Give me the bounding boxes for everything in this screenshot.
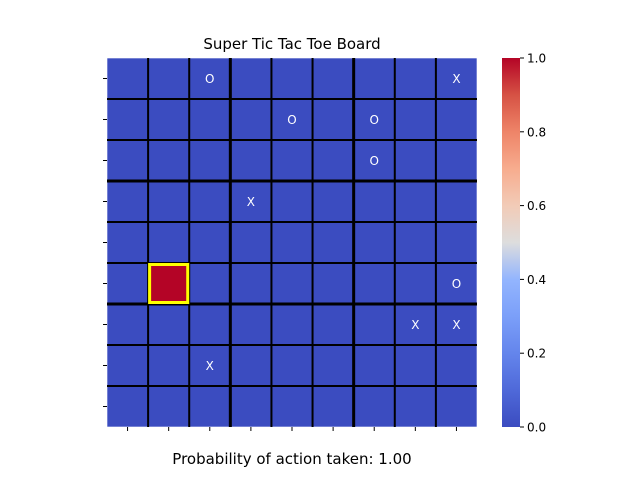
board-cell[interactable] bbox=[353, 180, 396, 223]
board-cell[interactable] bbox=[435, 180, 478, 223]
board-cell[interactable] bbox=[230, 139, 272, 182]
board-cell[interactable] bbox=[312, 303, 354, 346]
board-cell[interactable] bbox=[435, 98, 478, 141]
board-cell[interactable] bbox=[230, 221, 272, 264]
board-cell[interactable] bbox=[147, 180, 190, 223]
board-cell[interactable] bbox=[230, 98, 272, 141]
board-cell[interactable] bbox=[435, 57, 478, 100]
board-cell[interactable] bbox=[353, 221, 396, 264]
board-cell[interactable] bbox=[147, 344, 190, 387]
o-mark: O bbox=[287, 113, 296, 127]
board-cell[interactable] bbox=[230, 344, 272, 387]
board-cell[interactable] bbox=[271, 262, 313, 305]
board-cell[interactable] bbox=[147, 57, 190, 100]
board-cell[interactable] bbox=[394, 180, 437, 223]
board-cell[interactable] bbox=[394, 385, 437, 428]
board-cell[interactable] bbox=[188, 57, 231, 100]
board-cell[interactable] bbox=[106, 303, 149, 346]
board-cell[interactable] bbox=[188, 262, 231, 305]
colorbar-tick-label: 1.0 bbox=[527, 52, 546, 66]
board-cell[interactable] bbox=[230, 57, 272, 100]
board-cell[interactable] bbox=[312, 221, 354, 264]
board-cell[interactable] bbox=[106, 221, 149, 264]
o-mark: O bbox=[369, 113, 378, 127]
board-cell[interactable] bbox=[271, 57, 313, 100]
colorbar-tick-label: 0.0 bbox=[527, 421, 546, 435]
board-cell[interactable] bbox=[312, 57, 354, 100]
o-mark: O bbox=[369, 154, 378, 168]
board-cell[interactable] bbox=[147, 98, 190, 141]
x-mark: X bbox=[411, 318, 419, 332]
board-cell[interactable] bbox=[394, 344, 437, 387]
board-cell[interactable] bbox=[394, 98, 437, 141]
board-cell[interactable] bbox=[394, 221, 437, 264]
x-mark: X bbox=[247, 195, 255, 209]
board-cell[interactable] bbox=[106, 98, 149, 141]
colorbar-tick-label: 0.6 bbox=[527, 199, 546, 213]
board-cell[interactable] bbox=[312, 139, 354, 182]
o-mark: O bbox=[452, 277, 461, 291]
board-cell[interactable] bbox=[230, 180, 272, 223]
x-mark: X bbox=[452, 72, 460, 86]
board-cell[interactable] bbox=[271, 221, 313, 264]
board-cell[interactable] bbox=[435, 344, 478, 387]
board-cell[interactable] bbox=[188, 344, 231, 387]
board-cell[interactable] bbox=[312, 385, 354, 428]
board-cell[interactable] bbox=[435, 385, 478, 428]
board-cell[interactable] bbox=[106, 139, 149, 182]
board-cell[interactable] bbox=[188, 303, 231, 346]
board-cell[interactable] bbox=[271, 385, 313, 428]
board-cell[interactable] bbox=[394, 262, 437, 305]
board-cell[interactable] bbox=[230, 262, 272, 305]
board-cell[interactable] bbox=[147, 262, 190, 305]
board-cell[interactable] bbox=[394, 139, 437, 182]
board-cell[interactable] bbox=[106, 262, 149, 305]
board-cell[interactable] bbox=[271, 344, 313, 387]
board-cell[interactable] bbox=[188, 180, 231, 223]
board-cell[interactable] bbox=[147, 221, 190, 264]
x-mark: X bbox=[452, 318, 460, 332]
board-cell[interactable] bbox=[230, 385, 272, 428]
board-cell[interactable] bbox=[271, 303, 313, 346]
board-cell[interactable] bbox=[147, 385, 190, 428]
board-cell[interactable] bbox=[353, 98, 396, 141]
o-mark: O bbox=[205, 72, 214, 86]
board-cell[interactable] bbox=[435, 221, 478, 264]
colorbar: 0.0 0.2 0.4 0.6 0.8 1.0 bbox=[502, 52, 546, 435]
board-cell[interactable] bbox=[188, 385, 231, 428]
board-cell[interactable] bbox=[106, 57, 149, 100]
board-cell[interactable] bbox=[271, 139, 313, 182]
board-cell[interactable] bbox=[188, 139, 231, 182]
board-cell[interactable] bbox=[188, 98, 231, 141]
board-cell[interactable] bbox=[312, 180, 354, 223]
board-cell[interactable] bbox=[353, 303, 396, 346]
board-cell[interactable] bbox=[230, 303, 272, 346]
board-cell[interactable] bbox=[312, 262, 354, 305]
board-cell[interactable] bbox=[271, 180, 313, 223]
board-cell[interactable] bbox=[147, 303, 190, 346]
board-cell[interactable] bbox=[353, 57, 396, 100]
colorbar-gradient bbox=[502, 58, 520, 427]
board-cell[interactable] bbox=[353, 385, 396, 428]
board-cell[interactable] bbox=[106, 180, 149, 223]
board-cell[interactable] bbox=[106, 344, 149, 387]
board-cell[interactable] bbox=[312, 98, 354, 141]
board-cell[interactable] bbox=[394, 57, 437, 100]
colorbar-tick-label: 0.8 bbox=[527, 125, 546, 139]
action-probability-caption: Probability of action taken: 1.00 bbox=[172, 450, 411, 468]
board-cell[interactable] bbox=[106, 385, 149, 428]
board-cell[interactable] bbox=[435, 139, 478, 182]
colorbar-tick-label: 0.2 bbox=[527, 347, 546, 361]
board-cell[interactable] bbox=[188, 221, 231, 264]
board-grid: O X O O O X O X X X bbox=[103, 57, 478, 431]
board-cell[interactable] bbox=[353, 262, 396, 305]
board-cell[interactable] bbox=[312, 344, 354, 387]
board-cell[interactable] bbox=[353, 344, 396, 387]
colorbar-tick-label: 0.4 bbox=[527, 273, 546, 287]
selected-cell-highlight bbox=[148, 263, 190, 304]
board-title: Super Tic Tac Toe Board bbox=[203, 35, 380, 53]
board-cell[interactable] bbox=[147, 139, 190, 182]
x-mark: X bbox=[206, 359, 214, 373]
